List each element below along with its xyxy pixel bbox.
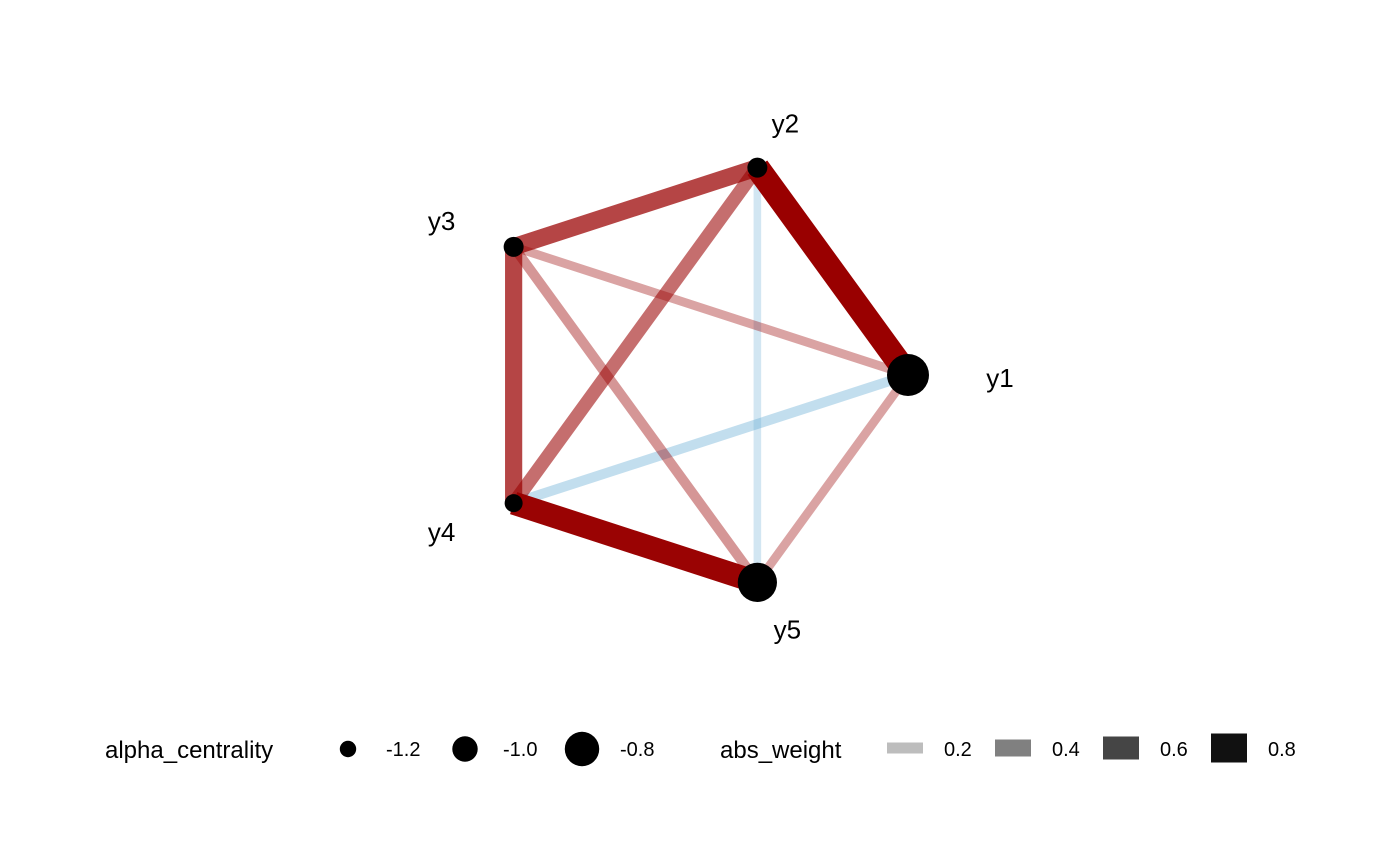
legend-size-items: -1.2 -1.0 -0.8 — [339, 731, 654, 767]
legend-size-swatch-2 — [564, 731, 600, 767]
edge-y1-y5 — [753, 372, 912, 585]
edge-y3-y5 — [509, 243, 762, 586]
legend: alpha_centrality -1.2 -1.0 -0.8 abs_weight… — [105, 731, 1296, 767]
node-label-y2: y2 — [772, 109, 799, 139]
edge-y2-y3 — [510, 159, 761, 256]
node-label-y4: y4 — [428, 517, 455, 547]
legend-size-label-0: -1.2 — [386, 739, 420, 761]
edge-y4-y5 — [510, 492, 761, 594]
node-labels-layer: y1 y2 y3 y4 y5 — [428, 109, 1014, 645]
edge-y2-y4 — [508, 163, 763, 508]
edge-y1-y3 — [512, 242, 910, 380]
legend-weight-label-3: 0.8 — [1268, 739, 1296, 761]
node-y3 — [503, 236, 524, 257]
legend-weight-swatch-3 — [1211, 733, 1247, 763]
legend-weight-label-0: 0.2 — [944, 739, 972, 761]
legend-weight-title: abs_weight — [720, 737, 842, 764]
legend-size-swatch-1 — [452, 736, 478, 762]
legend-weight-swatch-1 — [995, 739, 1031, 757]
node-y2 — [747, 157, 768, 178]
nodes-layer — [503, 157, 929, 602]
node-y1 — [887, 354, 929, 396]
edge-y1-y4 — [512, 370, 910, 508]
legend-size-label-1: -1.0 — [503, 739, 537, 761]
node-y4 — [504, 494, 523, 513]
node-label-y1: y1 — [986, 363, 1013, 393]
legend-weight-items: 0.2 0.4 0.6 0.8 — [887, 733, 1296, 763]
node-label-y3: y3 — [428, 206, 455, 236]
node-label-y5: y5 — [774, 614, 801, 644]
node-y5 — [737, 562, 777, 602]
legend-weight-swatch-0 — [887, 742, 923, 754]
edges-layer — [505, 159, 918, 594]
legend-size-swatch-0 — [339, 740, 357, 758]
legend-weight-swatch-2 — [1103, 736, 1139, 760]
legend-size-label-2: -0.8 — [620, 739, 654, 761]
edge-y1-y2 — [747, 160, 918, 383]
legend-weight-label-1: 0.4 — [1052, 739, 1080, 761]
legend-size-title: alpha_centrality — [105, 737, 273, 764]
legend-weight-label-2: 0.6 — [1160, 739, 1188, 761]
